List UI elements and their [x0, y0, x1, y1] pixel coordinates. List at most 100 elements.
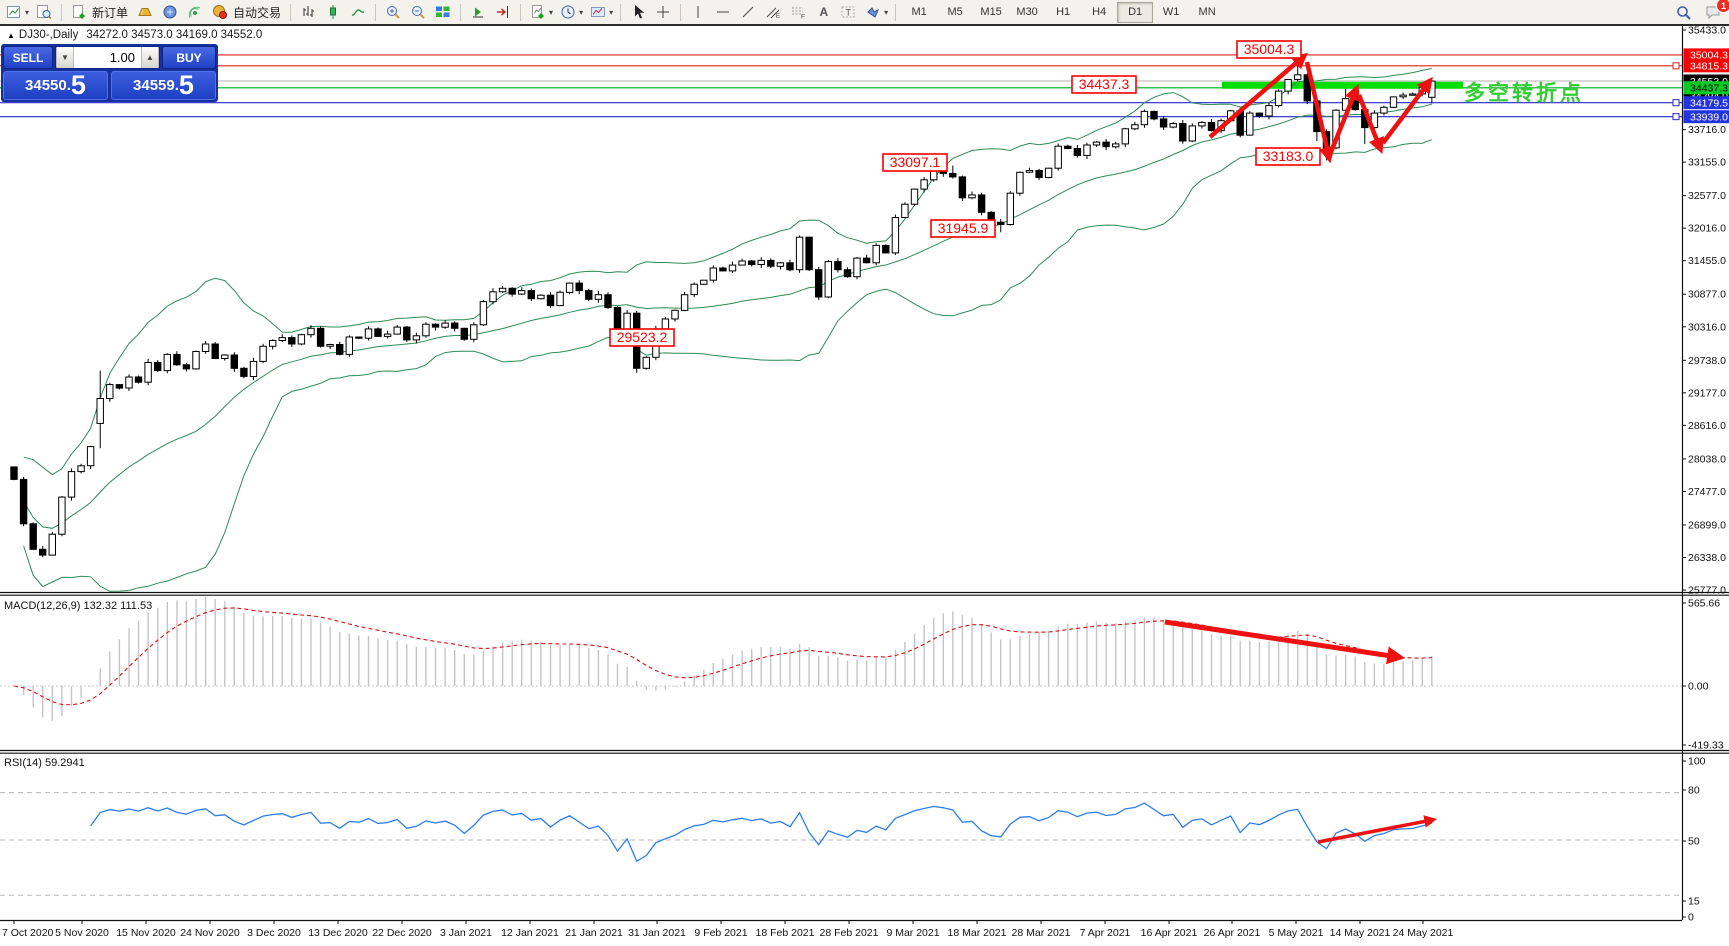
timeframe-H1[interactable]: H1	[1056, 6, 1071, 18]
horizontal-line-icon[interactable]	[711, 2, 735, 22]
svg-text:24 May 2021: 24 May 2021	[1393, 927, 1454, 939]
chart-shift-icon[interactable]	[491, 2, 515, 22]
svg-text:28616.0: 28616.0	[1688, 420, 1726, 432]
svg-text:5 May 2021: 5 May 2021	[1269, 927, 1324, 939]
timeframe-M15[interactable]: M15	[980, 6, 1002, 18]
zoom-out-icon[interactable]	[406, 2, 430, 22]
bar-chart-icon[interactable]	[296, 2, 320, 22]
timeframe-MN[interactable]: MN	[1198, 6, 1216, 18]
price-axis[interactable]: 35433.0 33716.0 33155.0 32577.0 32016.0 31455…	[1672, 25, 1729, 597]
new-chart-caret-icon[interactable]: ▾	[25, 7, 30, 17]
svg-text:30316.0: 30316.0	[1688, 321, 1726, 333]
svg-text:24 Nov 2020: 24 Nov 2020	[180, 927, 240, 939]
svg-text:3 Jan 2021: 3 Jan 2021	[440, 927, 492, 939]
svg-text:14 May 2021: 14 May 2021	[1330, 927, 1391, 939]
candlestick-chart-icon[interactable]	[321, 2, 345, 22]
svg-text:22 Dec 2020: 22 Dec 2020	[372, 927, 432, 939]
new-order-icon[interactable]	[67, 2, 91, 22]
turning-point-annotation: 多空转折点	[1464, 81, 1584, 105]
svg-text:13 Dec 2020: 13 Dec 2020	[308, 927, 368, 939]
profiles-icon[interactable]	[32, 2, 56, 22]
text-label-icon[interactable]: T	[836, 2, 860, 22]
svg-text:33155.0: 33155.0	[1688, 157, 1726, 169]
notifications-icon[interactable]: 1	[1701, 0, 1729, 22]
svg-text:16 Apr 2021: 16 Apr 2021	[1141, 927, 1198, 939]
timeframe-W1[interactable]: W1	[1162, 6, 1180, 18]
indicators-caret-icon[interactable]: ▾	[549, 7, 554, 17]
macd-pane: MACD(12,26,9) 132.32 111.53 565.66 0.00 -41…	[0, 597, 1724, 752]
trendline-icon[interactable]	[736, 2, 760, 22]
trend-arrows	[1208, 52, 1433, 164]
arrows-tool-icon[interactable]	[861, 2, 885, 22]
fibonacci-icon[interactable]: F	[786, 2, 810, 22]
svg-text:0: 0	[1688, 912, 1694, 924]
timeframe-M1[interactable]: M1	[911, 6, 927, 18]
new-order-label[interactable]: 新订单	[92, 5, 129, 20]
timeframe-M30[interactable]: M30	[1016, 6, 1038, 18]
svg-text:A: A	[820, 5, 829, 19]
svg-text:0.00: 0.00	[1688, 681, 1709, 693]
volume-increase-button[interactable]: ▲	[141, 47, 159, 68]
templates-icon[interactable]	[586, 2, 610, 22]
svg-text:35004.3: 35004.3	[1244, 41, 1295, 57]
periods-icon[interactable]	[556, 2, 580, 22]
vertical-line-icon[interactable]	[686, 2, 710, 22]
timeframe-H4[interactable]: H4	[1092, 6, 1107, 18]
timeframe-D1[interactable]: D1	[1117, 1, 1154, 23]
svg-text:34179.5: 34179.5	[1690, 98, 1728, 110]
separator	[460, 3, 462, 21]
sell-price-display[interactable]: 34550. 5	[3, 71, 108, 100]
svg-text:100: 100	[1688, 756, 1706, 768]
new-chart-icon[interactable]	[2, 2, 26, 22]
candles	[10, 54, 1436, 558]
svg-text:9 Feb 2021: 9 Feb 2021	[694, 927, 747, 939]
crosshair-icon[interactable]	[651, 2, 675, 22]
volume-decrease-button[interactable]: ▼	[56, 47, 74, 68]
svg-text:35004.3: 35004.3	[1690, 50, 1728, 62]
svg-text:50: 50	[1688, 836, 1700, 848]
separator	[290, 3, 292, 21]
svg-text:15: 15	[1688, 896, 1700, 908]
zoom-in-icon[interactable]	[381, 2, 405, 22]
search-icon[interactable]	[1671, 2, 1695, 22]
rsi-pane: RSI(14) 59.2941 100 80 50 15 0	[0, 756, 1706, 924]
market-watch-icon[interactable]	[133, 2, 157, 22]
buy-button[interactable]: BUY	[162, 46, 216, 69]
sell-button[interactable]: SELL	[3, 46, 53, 69]
svg-text:31455.0: 31455.0	[1688, 255, 1726, 267]
date-axis[interactable]: 7 Oct 2020 5 Nov 2020 15 Nov 2020 24 Nov 20…	[2, 920, 1454, 939]
templates-caret-icon[interactable]: ▾	[609, 7, 614, 17]
indicators-icon[interactable]	[526, 2, 550, 22]
autotrading-label[interactable]: 自动交易	[233, 5, 282, 20]
cursor-icon[interactable]	[626, 2, 650, 22]
signals-icon[interactable]	[183, 2, 207, 22]
svg-text:30877.0: 30877.0	[1688, 289, 1726, 301]
data-window-icon[interactable]	[158, 2, 182, 22]
svg-text:32016.0: 32016.0	[1688, 223, 1726, 235]
volume-field[interactable]: 1.00	[74, 47, 141, 68]
autotrading-icon[interactable]	[208, 2, 232, 22]
svg-text:28 Feb 2021: 28 Feb 2021	[820, 927, 879, 939]
macd-label: MACD(12,26,9) 132.32 111.53	[4, 600, 152, 612]
timeframe-M5[interactable]: M5	[947, 6, 963, 18]
one-click-trade-panel: SELL ▼ 1.00 ▲ BUY 34550. 5 34559. 5	[1, 44, 218, 102]
svg-text:34437.3: 34437.3	[1079, 76, 1130, 92]
auto-scroll-icon[interactable]	[466, 2, 490, 22]
rsi-label: RSI(14) 59.2941	[4, 757, 85, 769]
tile-windows-icon[interactable]	[431, 2, 455, 22]
text-icon[interactable]: A	[811, 2, 835, 22]
line-chart-icon[interactable]	[346, 2, 370, 22]
svg-text:33183.0: 33183.0	[1263, 148, 1314, 164]
svg-text:E: E	[776, 14, 780, 20]
buy-price-display[interactable]: 34559. 5	[111, 71, 216, 100]
svg-text:18 Feb 2021: 18 Feb 2021	[756, 927, 815, 939]
periods-caret-icon[interactable]: ▾	[579, 7, 584, 17]
level-lines	[0, 54, 1682, 118]
separator	[895, 3, 897, 21]
collapse-triangle-icon[interactable]: ▲	[7, 31, 15, 40]
svg-text:33097.1: 33097.1	[890, 154, 941, 170]
arrows-caret-icon[interactable]: ▾	[884, 7, 889, 17]
svg-text:26338.0: 26338.0	[1688, 552, 1726, 564]
equidistant-channel-icon[interactable]: E	[761, 2, 785, 22]
